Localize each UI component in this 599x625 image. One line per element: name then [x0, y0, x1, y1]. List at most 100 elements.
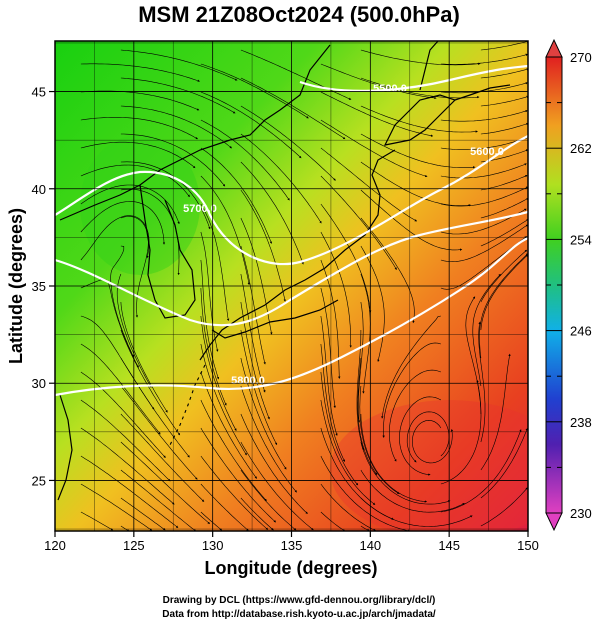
streamline — [360, 497, 473, 527]
streamline — [360, 525, 370, 531]
streamline — [480, 353, 511, 471]
streamline — [240, 49, 352, 100]
streamline — [116, 273, 152, 388]
streamline — [320, 315, 338, 436]
streamline — [479, 253, 528, 359]
streamline — [357, 301, 364, 423]
streamline — [360, 161, 472, 207]
streamline — [120, 357, 190, 458]
streamline — [80, 117, 199, 140]
streamline — [240, 189, 286, 302]
streamline — [360, 77, 480, 99]
streamline — [80, 371, 166, 458]
x-tick-label: 145 — [438, 538, 460, 553]
streamline — [200, 399, 267, 502]
streamline — [200, 119, 290, 201]
streamline — [399, 396, 442, 476]
colorbar-min-triangle — [545, 512, 563, 532]
colorbar-tick-label: 262 — [570, 141, 592, 156]
x-tick-label: 120 — [44, 538, 66, 553]
streamline — [120, 525, 130, 531]
streamline — [440, 186, 528, 207]
y-tick-label: 30 — [32, 376, 46, 391]
streamline — [360, 105, 478, 133]
streamline — [240, 161, 304, 265]
streamline — [80, 279, 139, 368]
streamline — [200, 147, 272, 244]
streamline — [440, 224, 528, 263]
height-contour — [55, 236, 528, 397]
streamline — [200, 203, 230, 322]
height-contour — [55, 135, 528, 266]
streamline — [478, 321, 486, 443]
streamline — [320, 63, 437, 100]
streamline — [240, 385, 297, 493]
streamline — [360, 441, 451, 505]
streamline — [360, 469, 465, 513]
streamline — [480, 218, 528, 247]
streamline — [240, 357, 287, 470]
y-axis-label: Latitude (degrees) — [6, 208, 26, 364]
y-tick-label: 45 — [32, 85, 46, 100]
streamline — [360, 133, 476, 169]
y-axis-ticks: 25 30 35 40 45 — [32, 85, 55, 488]
streamline — [320, 203, 372, 313]
streamline — [440, 53, 528, 65]
streamline — [200, 511, 223, 531]
streamline — [120, 497, 166, 531]
streamline — [120, 385, 198, 480]
height-contour — [299, 64, 528, 92]
streamline — [80, 141, 196, 169]
streamline — [200, 427, 277, 523]
streamline — [440, 379, 482, 485]
x-tick-label: 135 — [281, 538, 303, 553]
streamline — [320, 91, 434, 137]
streamline — [440, 163, 527, 179]
streamline — [80, 164, 190, 198]
contour-label: 5800.0 — [231, 375, 265, 387]
streamline — [389, 369, 441, 462]
streamline — [240, 329, 278, 446]
streamline — [480, 249, 528, 303]
streamline — [80, 455, 179, 528]
streamline — [200, 175, 250, 286]
colorbar-ticks: 230 238 246 254 262 270 — [546, 50, 592, 521]
streamline — [320, 119, 428, 178]
streamline — [80, 399, 171, 482]
credit-data: Data from http://database.rish.kyoto-u.a… — [162, 609, 436, 620]
streamline — [120, 441, 210, 525]
streamline — [80, 201, 166, 245]
streamline — [480, 254, 528, 331]
streamline — [440, 109, 528, 122]
streamline — [381, 315, 441, 419]
colorbar-tick-label: 270 — [570, 50, 592, 65]
streamline — [357, 357, 378, 476]
contour-label: 5700.0 — [183, 203, 217, 215]
colorbar-tick-label: 246 — [570, 324, 592, 339]
streamline — [120, 105, 233, 149]
streamline — [320, 399, 376, 505]
gridlines — [55, 41, 528, 531]
streamline — [440, 429, 522, 513]
streamline — [320, 175, 397, 271]
x-tick-label: 125 — [123, 538, 145, 553]
colorbar-tick-label: 238 — [570, 415, 592, 430]
contour-label: 5600.0 — [470, 146, 504, 158]
colorbar-tick-label: 254 — [570, 232, 592, 247]
streamline — [240, 245, 266, 365]
y-tick-label: 25 — [32, 473, 46, 488]
streamline — [80, 63, 201, 82]
x-tick-label: 130 — [202, 538, 224, 553]
streamline — [356, 330, 365, 451]
streamline — [120, 301, 168, 413]
streamline — [80, 427, 175, 505]
streamline — [240, 133, 322, 224]
streamline — [240, 273, 266, 393]
x-tick-label: 150 — [517, 538, 539, 553]
streamline — [320, 343, 345, 462]
streamline — [200, 91, 302, 159]
streamline — [200, 483, 249, 531]
streamline — [120, 469, 197, 531]
streamline — [320, 483, 377, 531]
